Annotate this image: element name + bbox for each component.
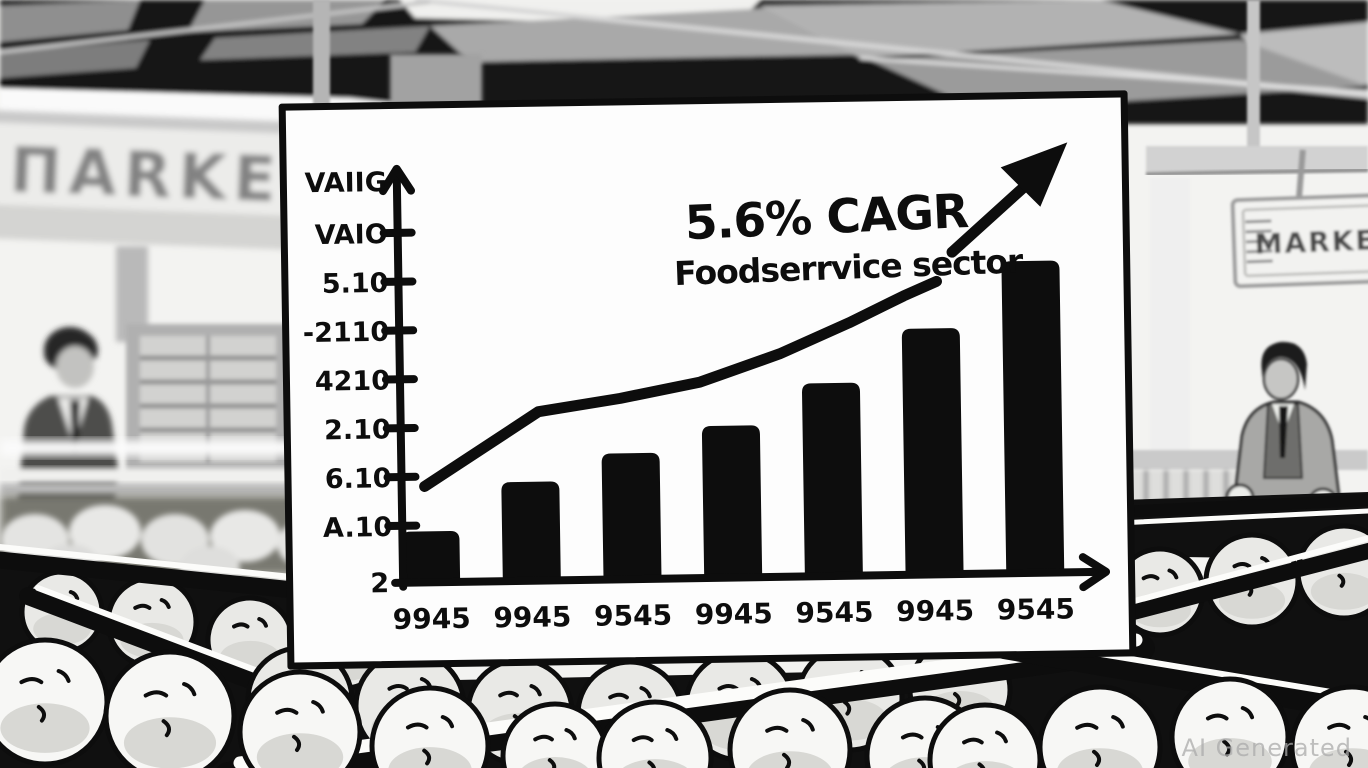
potato xyxy=(596,699,714,768)
bin-rail xyxy=(1112,494,1368,518)
bar xyxy=(501,481,561,582)
y-axis-label: -2110 xyxy=(303,317,390,349)
potato xyxy=(727,687,853,768)
right-person-face xyxy=(1262,357,1300,401)
x-axis-label: 9945 xyxy=(695,597,773,631)
potato xyxy=(1037,684,1163,768)
ai-generated-watermark: AI Generated xyxy=(1181,734,1352,762)
potato xyxy=(1289,684,1368,768)
bin-rail-highlight xyxy=(1115,508,1368,526)
bar xyxy=(701,425,763,579)
x-axis-label: 9945 xyxy=(493,600,571,634)
left-sign-label: ΠARKEI xyxy=(9,133,315,218)
bar xyxy=(401,531,461,583)
x-axis-label: 9545 xyxy=(594,599,672,633)
y-axis-label: 2 xyxy=(370,568,389,599)
potato xyxy=(1169,676,1291,768)
x-axis-label: 9945 xyxy=(896,594,974,628)
y-axis-arrowhead xyxy=(378,164,415,196)
growth-arrow xyxy=(946,181,1030,258)
bar xyxy=(802,382,863,577)
right-market-sign: MARKET xyxy=(1230,149,1368,289)
y-axis-label: 2.10 xyxy=(324,414,391,446)
bar xyxy=(601,452,662,580)
left-person-face xyxy=(56,346,94,388)
right-sign-label: MARKET xyxy=(1254,223,1368,261)
x-axis xyxy=(391,567,1104,587)
potato xyxy=(103,649,237,768)
y-axis-label: 5.10 xyxy=(322,268,389,300)
potato xyxy=(369,685,491,768)
x-axis-arrowhead xyxy=(1078,553,1111,592)
right-person-hair xyxy=(1261,341,1307,390)
potato xyxy=(927,702,1043,768)
left-market-sign: ΠARKEI xyxy=(0,109,324,251)
y-axis-label: VAIO xyxy=(314,219,387,251)
x-axis-label: 9945 xyxy=(392,602,470,636)
y-axis-label: 6.10 xyxy=(325,463,392,495)
left-person-tie xyxy=(70,400,80,452)
whiteboard-chart: 5.6% CAGR Foodserrvice sector VAIIG VAIO 5… xyxy=(278,90,1137,670)
bar xyxy=(1001,260,1065,574)
y-axis-label: A.10 xyxy=(323,512,393,544)
trend-line xyxy=(419,275,942,492)
bar xyxy=(901,328,964,575)
y-axis-label: VAIIG xyxy=(304,167,387,199)
growth-arrow-head xyxy=(1000,142,1068,207)
produce-bins-foreground xyxy=(0,492,1368,768)
right-person-tie xyxy=(1279,406,1288,458)
x-axis-label: 9545 xyxy=(997,592,1075,626)
x-axis-label: 9545 xyxy=(795,595,873,629)
potato xyxy=(0,637,110,767)
potato xyxy=(237,669,363,768)
y-axis-label: 4210 xyxy=(315,365,391,397)
